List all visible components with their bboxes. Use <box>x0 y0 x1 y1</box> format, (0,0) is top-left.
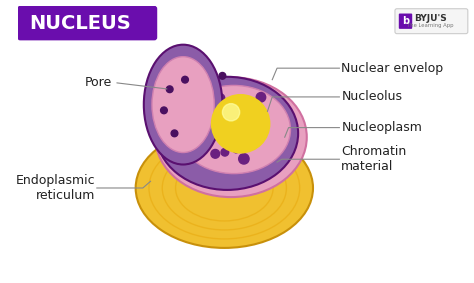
Circle shape <box>182 76 188 83</box>
Circle shape <box>171 130 178 137</box>
Circle shape <box>223 106 229 112</box>
Circle shape <box>221 148 228 156</box>
Circle shape <box>222 104 240 121</box>
Text: Nuclear envelop: Nuclear envelop <box>341 62 443 75</box>
Circle shape <box>239 154 249 164</box>
Text: Pore: Pore <box>85 76 112 89</box>
Ellipse shape <box>156 77 298 190</box>
Text: NUCLEUS: NUCLEUS <box>30 14 131 33</box>
Circle shape <box>212 95 269 153</box>
Circle shape <box>216 94 225 103</box>
Ellipse shape <box>155 77 307 197</box>
Ellipse shape <box>144 45 222 164</box>
Circle shape <box>233 147 239 153</box>
Circle shape <box>228 119 233 124</box>
Text: Chromatin
material: Chromatin material <box>341 145 407 173</box>
Text: BYJU'S: BYJU'S <box>414 14 447 23</box>
FancyBboxPatch shape <box>17 6 157 40</box>
Ellipse shape <box>136 128 313 248</box>
Circle shape <box>200 138 207 145</box>
Circle shape <box>203 136 210 144</box>
Circle shape <box>211 149 219 158</box>
Circle shape <box>166 86 173 93</box>
FancyBboxPatch shape <box>395 9 468 34</box>
Circle shape <box>250 143 255 149</box>
Text: b: b <box>402 16 409 26</box>
Circle shape <box>234 147 239 152</box>
Circle shape <box>220 137 228 145</box>
Circle shape <box>256 93 266 102</box>
Ellipse shape <box>177 85 291 173</box>
Ellipse shape <box>152 57 214 153</box>
Text: Nucleoplasm: Nucleoplasm <box>341 121 422 134</box>
Text: The Learning App: The Learning App <box>407 23 454 29</box>
Text: Endoplasmic
reticulum: Endoplasmic reticulum <box>15 174 95 202</box>
Circle shape <box>219 72 226 79</box>
Text: Nucleolus: Nucleolus <box>341 91 402 103</box>
FancyBboxPatch shape <box>399 14 412 29</box>
Circle shape <box>161 107 167 114</box>
Circle shape <box>194 100 202 108</box>
